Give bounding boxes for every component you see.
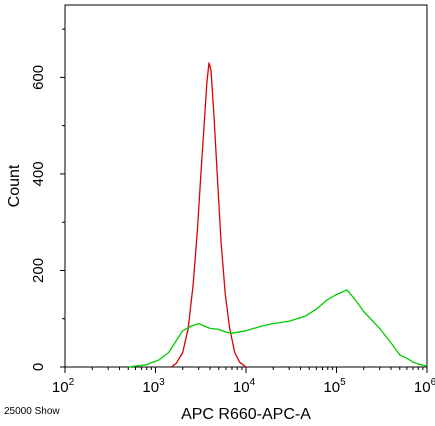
series-group bbox=[128, 62, 428, 368]
y-axis-title: Count bbox=[6, 164, 23, 207]
event-count-note: 25000 Show bbox=[4, 406, 60, 417]
x-axis: 102 103 104 105 106 bbox=[52, 367, 435, 396]
plot-frame bbox=[64, 4, 428, 368]
x-axis-title: APC R660-APC-A bbox=[181, 406, 311, 423]
x-tick-label: 104 bbox=[233, 377, 256, 396]
x-tick-label: 102 bbox=[52, 377, 75, 396]
y-tick-label: 400 bbox=[30, 161, 47, 186]
series-line-1 bbox=[171, 62, 247, 368]
y-tick-label: 600 bbox=[30, 65, 47, 90]
y-tick-label: 200 bbox=[30, 258, 47, 283]
x-tick-label: 105 bbox=[323, 377, 346, 396]
y-tick-label: 0 bbox=[30, 363, 47, 371]
series-line-2 bbox=[128, 289, 428, 368]
x-tick-label: 103 bbox=[142, 377, 165, 396]
x-tick-label: 106 bbox=[414, 377, 435, 396]
y-axis: 0 200 400 600 bbox=[30, 28, 65, 371]
